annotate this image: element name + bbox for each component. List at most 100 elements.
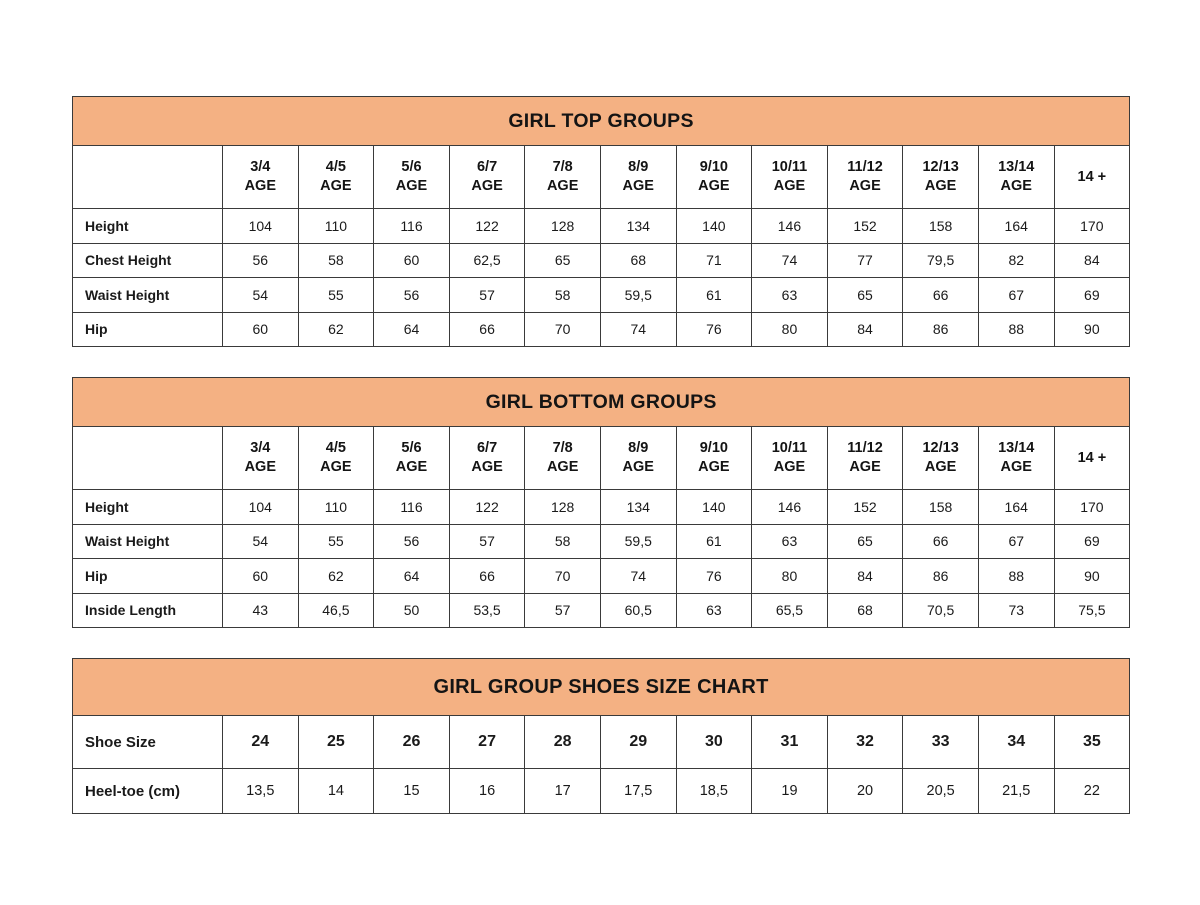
- girl-top-groups-table: GIRL TOP GROUPS 3/4 AGE 4/5 AGE 5/6 AGE …: [71, 96, 1131, 347]
- age-range-label: 4/5: [325, 159, 346, 176]
- age-range-label: 10/11: [771, 159, 808, 176]
- table-cell: 63: [751, 523, 828, 559]
- age-unit-label: AGE: [546, 178, 579, 194]
- table-cell: 58: [524, 523, 601, 559]
- table-cell: 25: [297, 715, 375, 769]
- age-range-label: 3/4: [250, 440, 271, 457]
- table-cell: 50: [373, 592, 450, 628]
- table-cell: 46,5: [297, 592, 375, 628]
- table-cell: 77: [826, 242, 904, 278]
- table-cell: 60,5: [599, 592, 677, 628]
- age-unit-label: AGE: [320, 178, 352, 194]
- table-cell: 158: [902, 208, 979, 244]
- table-cell: 69: [1053, 277, 1131, 313]
- girl-bottom-groups-table: GIRL BOTTOM GROUPS 3/4 AGE 4/5 AGE 5/6 A…: [71, 377, 1131, 628]
- table-cell: 31: [751, 715, 828, 769]
- table-spacer: [72, 347, 1129, 377]
- age-range-label: 6/7: [476, 440, 498, 457]
- table-cell: 122: [448, 489, 526, 525]
- table-title-row: GIRL GROUP SHOES SIZE CHART: [71, 658, 1131, 716]
- table-cell: 88: [977, 558, 1055, 594]
- column-header-cell: 12/13 AGE: [902, 426, 979, 490]
- table-cell: 59,5: [599, 277, 677, 313]
- table-cell: 58: [297, 242, 375, 278]
- age-unit-label: AGE: [622, 459, 654, 475]
- table-cell: 104: [222, 208, 299, 244]
- table-cell: 28: [524, 715, 601, 769]
- table-cell: 32: [826, 715, 904, 769]
- table-cell: 146: [751, 208, 828, 244]
- table-cell: 60: [373, 242, 450, 278]
- row-label: Inside Length: [72, 592, 223, 628]
- table-cell: 27: [448, 715, 526, 769]
- table-cell: 71: [675, 242, 753, 278]
- table-cell: 69: [1053, 523, 1131, 559]
- age-range-label: 8/9: [628, 159, 649, 176]
- table-cell: 63: [751, 277, 828, 313]
- age-unit-label: AGE: [773, 178, 806, 194]
- table-cell: 13,5: [222, 768, 299, 814]
- table-cell: 65,5: [751, 592, 828, 628]
- table-cell: 110: [297, 489, 375, 525]
- table-row: Chest Height 56 58 60 62,5 65 68 71 74 7…: [72, 242, 1131, 278]
- age-range-label: 5/6: [401, 440, 422, 457]
- age-unit-label: AGE: [395, 459, 428, 475]
- age-unit-label: AGE: [244, 178, 276, 194]
- table-cell: 62: [297, 311, 375, 347]
- age-unit-label: AGE: [320, 459, 352, 475]
- table-cell: 43: [222, 592, 299, 628]
- table-cell: 140: [675, 489, 753, 525]
- row-label: Height: [72, 208, 223, 244]
- table-cell: 53,5: [448, 592, 526, 628]
- table-title: GIRL BOTTOM GROUPS: [71, 377, 1131, 427]
- table-cell: 20: [826, 768, 904, 814]
- table-cell: 14: [297, 768, 375, 814]
- age-range-label: 13/14: [998, 440, 1035, 457]
- age-unit-label: AGE: [698, 178, 730, 194]
- age-unit-label: AGE: [924, 459, 957, 475]
- column-header-row: 3/4 AGE 4/5 AGE 5/6 AGE 6/7 AGE 7/8 AG: [72, 426, 1131, 490]
- column-header-cell: 8/9 AGE: [599, 426, 677, 490]
- row-label: Hip: [72, 558, 223, 594]
- column-header-cell: 13/14 AGE: [977, 145, 1055, 209]
- table-cell: 63: [675, 592, 753, 628]
- table-row: Waist Height 54 55 56 57 58 59,5 61 63 6…: [72, 277, 1131, 313]
- table-cell: 79,5: [902, 242, 979, 278]
- corner-cell: [72, 145, 223, 209]
- table-title-row: GIRL BOTTOM GROUPS: [71, 377, 1131, 427]
- table-title: GIRL TOP GROUPS: [71, 96, 1131, 146]
- corner-cell: [72, 426, 223, 490]
- size-chart-sheet: GIRL TOP GROUPS 3/4 AGE 4/5 AGE 5/6 AGE …: [71, 96, 1131, 814]
- table-cell: 76: [675, 558, 753, 594]
- age-range-label: 3/4: [250, 159, 271, 176]
- table-cell: 57: [448, 277, 526, 313]
- table-cell: 60: [222, 311, 299, 347]
- table-cell: 73: [977, 592, 1055, 628]
- row-label: Height: [72, 489, 223, 525]
- table-cell: 54: [222, 277, 299, 313]
- table-title-row: GIRL TOP GROUPS: [71, 96, 1131, 146]
- table-row: Height 104 110 116 122 128 134 140 146 1…: [72, 489, 1131, 525]
- column-header-cell: 11/12 AGE: [826, 145, 904, 209]
- table-cell: 74: [751, 242, 828, 278]
- column-header-row: 3/4 AGE 4/5 AGE 5/6 AGE 6/7 AGE 7/8 AG: [72, 145, 1131, 209]
- table-cell: 170: [1053, 489, 1131, 525]
- column-header-cell: 3/4 AGE: [222, 426, 299, 490]
- age-unit-label: AGE: [546, 459, 579, 475]
- table-cell: 58: [524, 277, 601, 313]
- table-cell: 56: [373, 523, 450, 559]
- table-cell: 67: [977, 277, 1055, 313]
- table-cell: 62: [297, 558, 375, 594]
- column-header-cell: 14 +: [1053, 145, 1131, 209]
- table-cell: 15: [373, 768, 450, 814]
- table-cell: 86: [902, 311, 979, 347]
- age-range-label: 6/7: [476, 159, 498, 176]
- table-cell: 68: [826, 592, 904, 628]
- table-cell: 164: [977, 489, 1055, 525]
- table-cell: 80: [751, 311, 828, 347]
- column-header-cell: 9/10 AGE: [675, 426, 753, 490]
- table-cell: 55: [297, 277, 375, 313]
- table-cell: 66: [902, 277, 979, 313]
- table-cell: 134: [599, 208, 677, 244]
- table-row: Shoe Size 24 25 26 27 28 29 30 31 32 33 …: [72, 715, 1131, 769]
